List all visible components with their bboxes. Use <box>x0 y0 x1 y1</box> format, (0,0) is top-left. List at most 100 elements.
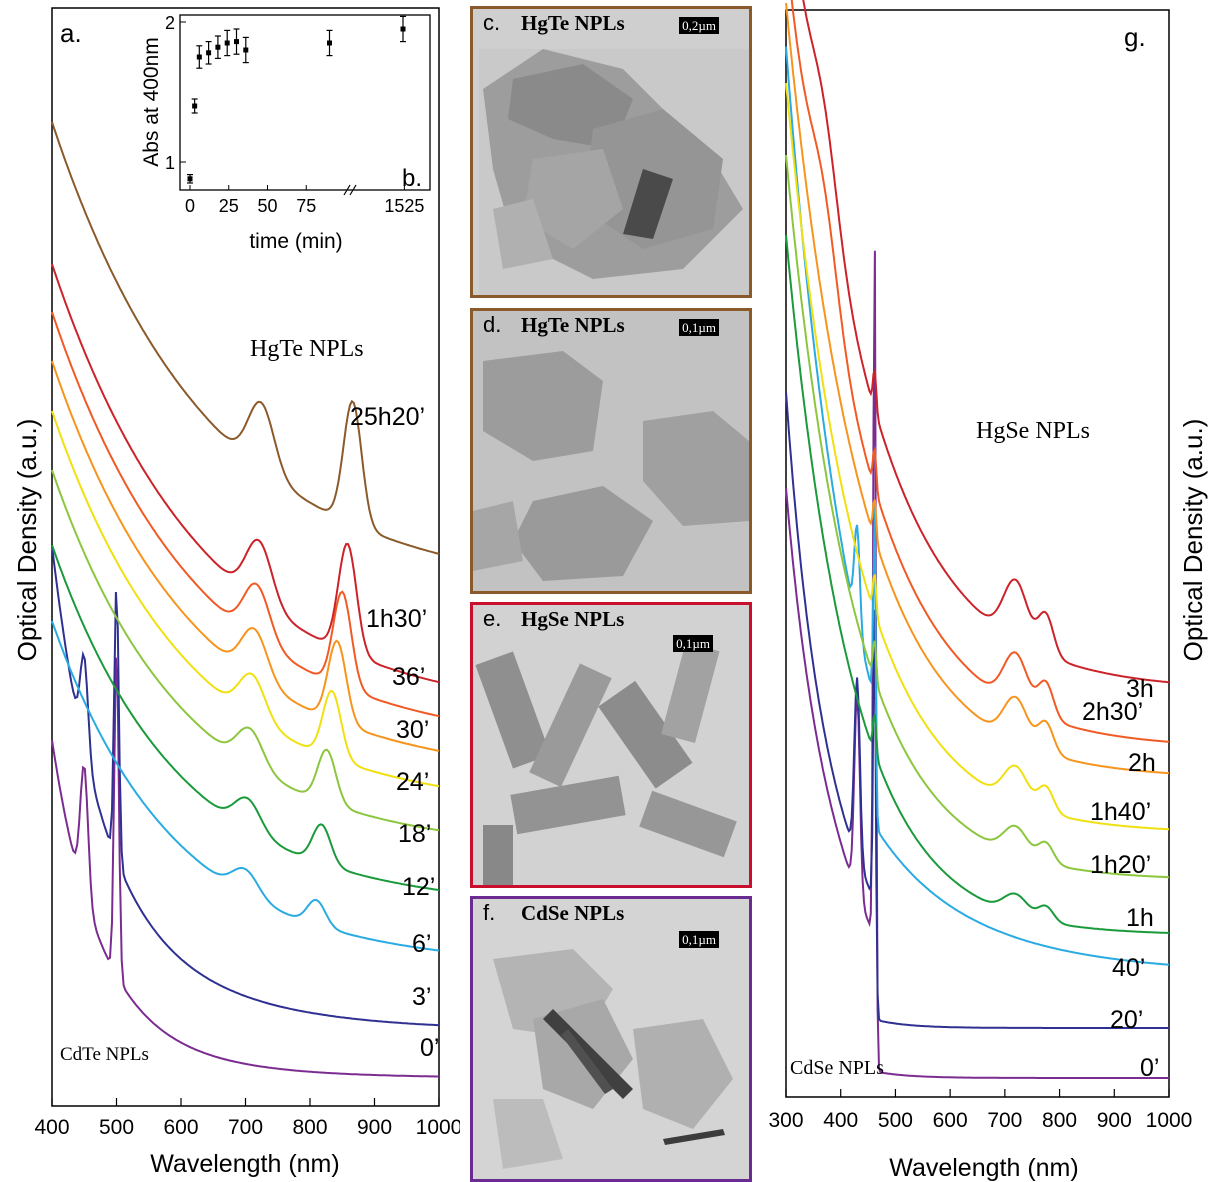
panel-b-ylabel: Abs at 400nm <box>140 37 163 167</box>
panel-a-time-labels: 25h20’ 1h30’ 36’ 30’ 24’ 18’ 12’ 6’ 3’ 0’ <box>350 403 439 1062</box>
panel-a-series-line <box>51 121 440 555</box>
panel-g-xtick-label: 1000 <box>1146 1109 1193 1132</box>
tem-c-title: HgTe NPLs <box>521 11 625 35</box>
panel-g-series-line <box>785 46 1170 966</box>
tem-d-letter: d. <box>483 312 502 337</box>
tem-image-c <box>473 9 749 295</box>
panel-g-series-line <box>785 234 1170 934</box>
tem-f-scale-bar: 0,1µm <box>679 931 719 948</box>
panel-g-xtick-label: 400 <box>823 1109 858 1132</box>
panel-g-time-label: 3h <box>1126 675 1154 703</box>
panel-a-time-label: 12’ <box>402 873 435 901</box>
panel-b-point <box>215 44 221 50</box>
panel-g-ylabel: Optical Density (a.u.) <box>1178 419 1208 662</box>
panel-a-xtick-label: 700 <box>228 1116 263 1139</box>
tem-image-f <box>473 899 749 1179</box>
panel-a-x-ticks: 400 500 600 700 800 900 1000 <box>34 1098 460 1139</box>
panel-a-time-label: 1h30’ <box>366 605 427 633</box>
panel-a-xtick-label: 900 <box>357 1116 392 1139</box>
panel-g-xlabel: Wavelength (nm) <box>889 1154 1078 1182</box>
tem-c-scale-bar: 0,2µm <box>679 17 719 34</box>
tem-e-title: HgSe NPLs <box>521 607 625 631</box>
panel-g-time-label: 20’ <box>1110 1006 1143 1034</box>
panel-g-curves <box>785 0 1170 1079</box>
panel-a-time-label: 18’ <box>398 820 431 848</box>
panel-b-point <box>327 40 332 46</box>
panel-b-point <box>206 50 212 56</box>
panel-g-xtick-label: 600 <box>933 1109 968 1132</box>
panel-b-xtick-label: 1525 <box>384 196 424 216</box>
panel-b-points <box>187 15 406 184</box>
panel-g-xtick-label: 300 <box>768 1109 803 1132</box>
tem-f-letter: f. <box>483 900 496 925</box>
panel-b-xtick-label: 50 <box>257 196 277 216</box>
panel-g-time-label: 0’ <box>1140 1054 1159 1082</box>
panel-b-xlabel: time (min) <box>249 230 342 253</box>
panel-a-time-label: 36’ <box>392 663 425 691</box>
panel-g-xtick-label: 900 <box>1097 1109 1132 1132</box>
panel-a-series-line <box>51 544 440 892</box>
panel-b-ticks: 0 25 50 75 1525 1 2 <box>165 13 424 216</box>
panel-g-time-label: 2h30’ <box>1082 698 1143 726</box>
panel-a-series-line <box>51 545 440 1027</box>
tem-d-title: HgTe NPLs <box>521 313 625 337</box>
panel-a-xtick-label: 800 <box>292 1116 327 1139</box>
panel-g-xtick-label: 800 <box>1042 1109 1077 1132</box>
panel-b-point <box>187 176 193 182</box>
panel-a-base-label: CdTe NPLs <box>60 1044 149 1065</box>
panel-g-xtick-label: 700 <box>987 1109 1022 1132</box>
panel-a-series-line <box>51 657 439 1078</box>
panel-b-ytick-label: 1 <box>165 153 175 173</box>
panel-g-time-label: 1h20’ <box>1090 851 1151 879</box>
panel-g-title-label: HgSe NPLs <box>976 418 1090 444</box>
panel-a-series-line <box>51 469 440 832</box>
panel-g-letter: g. <box>1124 22 1146 52</box>
panel-g-series-line <box>785 250 1169 1079</box>
panel-a-time-label: 24’ <box>396 768 429 796</box>
panel-a-letter: a. <box>60 18 82 48</box>
tem-e-letter: e. <box>483 606 502 631</box>
panel-g-series-line <box>785 82 1170 831</box>
panel-b-ytick-label: 2 <box>165 13 175 33</box>
panel-g-frame <box>785 9 1170 1098</box>
panel-a-xtick-label: 400 <box>34 1116 69 1139</box>
tem-panel-f: f. CdSe NPLs 0,1µm <box>470 896 752 1182</box>
tem-image-d <box>473 311 749 591</box>
panel-g-time-label: 1h <box>1126 904 1154 932</box>
panel-a-xtick-label: 500 <box>99 1116 134 1139</box>
panel-b-xtick-label: 75 <box>296 196 316 216</box>
panel-b-point <box>243 47 249 53</box>
panel-a-series-line <box>51 620 440 952</box>
panel-b-xtick-label: 0 <box>185 196 195 216</box>
panel-b-point <box>234 39 239 45</box>
panel-a-chart: 400 500 600 700 800 900 1000 25h20’1h30’36’30’… <box>12 7 460 1178</box>
panel-g-series-line <box>785 391 1169 1029</box>
panel-b-point <box>192 103 198 109</box>
panel-a-title-label: HgTe NPLs <box>250 336 364 362</box>
panel-b-point <box>224 40 230 46</box>
panel-a-series-line <box>51 311 440 718</box>
panel-b-letter: b. <box>402 165 422 192</box>
panel-b-axis-break <box>343 184 351 196</box>
tem-f-title: CdSe NPLs <box>521 901 625 925</box>
panel-g-series-line <box>790 0 1170 743</box>
panel-b-point <box>196 54 202 60</box>
panel-a-time-label: 30’ <box>396 716 429 744</box>
panel-a-curves <box>51 121 440 1078</box>
tem-c-letter: c. <box>483 10 501 35</box>
panel-b-xtick-label: 25 <box>219 196 239 216</box>
panel-g-xtick-label: 500 <box>878 1109 913 1132</box>
panel-a-series-line <box>51 410 440 788</box>
panel-b-axis-break <box>349 184 357 196</box>
panel-a-time-label: 25h20’ <box>350 403 425 431</box>
panel-a-xtick-label: 1000 <box>416 1116 460 1139</box>
panel-a-time-label: 6’ <box>412 930 431 958</box>
panel-g-series-line <box>785 154 1170 879</box>
tem-panel-d: d. HgTe NPLs 0,1µm <box>470 308 752 594</box>
panel-a-xlabel: Wavelength (nm) <box>150 1150 339 1178</box>
panel-a-time-label: 0’ <box>420 1034 439 1062</box>
tem-panel-c: c. HgTe NPLs 0,2µm <box>470 6 752 298</box>
panel-g-chart: 300 400 500 600 700 800 900 1000 3h2h30’2h1h40’… <box>768 0 1208 1182</box>
panel-g-time-label: 1h40’ <box>1090 798 1151 826</box>
